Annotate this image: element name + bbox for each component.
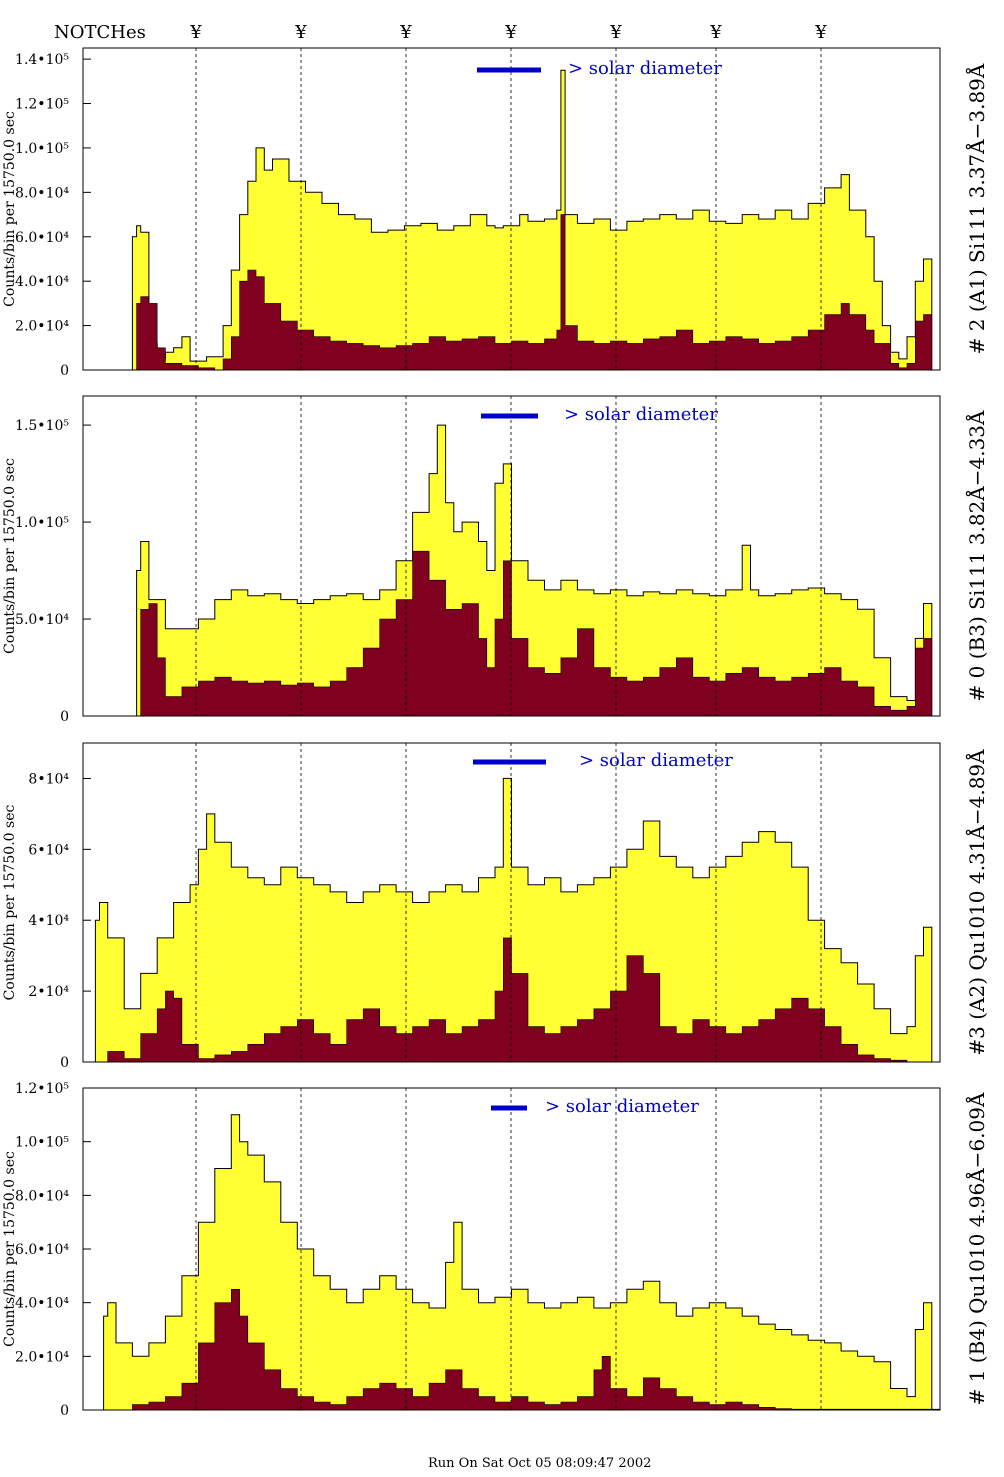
panel-2-ylabel: Counts/bin per 15750.0 sec (2, 805, 18, 1001)
panel-3-ytick-label-5: 1.0•10⁵ (15, 1135, 69, 1151)
panel-2-ytick-label-1: 2•10⁴ (28, 984, 69, 1000)
panel-3-ytick-label-0: 0 (60, 1403, 69, 1419)
panel-0-ytick-label-4: 8.0•10⁴ (15, 185, 69, 201)
notch-marker-3: ¥ (504, 22, 517, 43)
panel-3-series-0-area (83, 1114, 940, 1411)
notch-marker-5: ¥ (709, 22, 722, 43)
notch-marker-1: ¥ (294, 22, 307, 43)
panel-3-ytick-label-6: 1.2•10⁵ (15, 1081, 69, 1097)
panel-1-ylabel: Counts/bin per 15750.0 sec (2, 458, 18, 654)
panel-0-ytick-label-7: 1.4•10⁵ (15, 52, 69, 68)
notch-marker-4: ¥ (609, 22, 622, 43)
notches-label: NOTCHes (54, 22, 146, 43)
panel-2-title: #3 (A2) Qu1010 4.31Å−4.89Å (964, 749, 989, 1056)
panel-0-series-1-area (83, 214, 940, 371)
panel-3-series-1-area (83, 1289, 941, 1411)
panel-0-series-0-area (83, 69, 940, 371)
panel-2-ytick-label-4: 8•10⁴ (28, 771, 69, 787)
panel-0-ytick-label-6: 1.2•10⁵ (15, 97, 69, 113)
panel-1-ytick-label-1: 5.0•10⁴ (15, 612, 69, 628)
panel-3-ytick-label-1: 2.0•10⁴ (15, 1349, 69, 1365)
panel-3-ytick-label-2: 4.0•10⁴ (15, 1296, 69, 1312)
panel-0-ylabel: Counts/bin per 15750.0 sec (2, 111, 18, 307)
panel-2-ytick-label-3: 6•10⁴ (28, 842, 69, 858)
panel-3-ylabel: Counts/bin per 15750.0 sec (2, 1151, 18, 1347)
panel-0-ytick-label-5: 1.0•10⁵ (15, 141, 69, 157)
panel-1-series-1-area (83, 550, 940, 717)
panel-3-ytick-label-4: 8.0•10⁴ (15, 1188, 69, 1204)
panel-2-legend-label: > solar diameter (579, 750, 733, 771)
panel-2-ytick-label-2: 4•10⁴ (28, 913, 69, 929)
notch-marker-6: ¥ (814, 22, 827, 43)
panel-1-ytick-label-2: 1.0•10⁵ (15, 515, 69, 531)
panel-3-ytick-label-3: 6.0•10⁴ (15, 1242, 69, 1258)
panel-1-ytick-label-3: 1.5•10⁵ (15, 418, 69, 434)
panel-1-frame (82, 395, 941, 717)
panel-0-frame (82, 47, 941, 371)
notch-marker-0: ¥ (189, 22, 202, 43)
panel-0-ytick-label-3: 6.0•10⁴ (15, 230, 69, 246)
notch-marker-2: ¥ (399, 22, 412, 43)
panel-3-legend-label: > solar diameter (545, 1096, 699, 1117)
run-timestamp: Run On Sat Oct 05 08:09:47 2002 (428, 1456, 652, 1471)
panel-1-legend-label: > solar diameter (564, 404, 718, 425)
panel-1-title: # 0 (B3) Si111 3.82Å−4.33Å (964, 410, 989, 701)
panel-1-ytick-label-0: 0 (60, 709, 69, 725)
panel-0-ytick-label-0: 0 (60, 363, 69, 379)
panel-2-series-1-area (83, 937, 940, 1063)
panel-0-ytick-label-2: 4.0•10⁴ (15, 274, 69, 290)
panel-3-title: # 1 (B4) Qu1010 4.96Å−6.09Å (964, 1092, 989, 1405)
panel-0-ytick-label-1: 2.0•10⁴ (15, 319, 69, 335)
panel-2-series-0-area (83, 777, 940, 1063)
panel-2-ytick-label-0: 0 (60, 1055, 69, 1071)
panel-2-frame (82, 742, 941, 1063)
panel-0-legend-label: > solar diameter (568, 58, 722, 79)
panel-0-title: # 2 (A1) Si111 3.37Å−3.89Å (964, 63, 989, 354)
